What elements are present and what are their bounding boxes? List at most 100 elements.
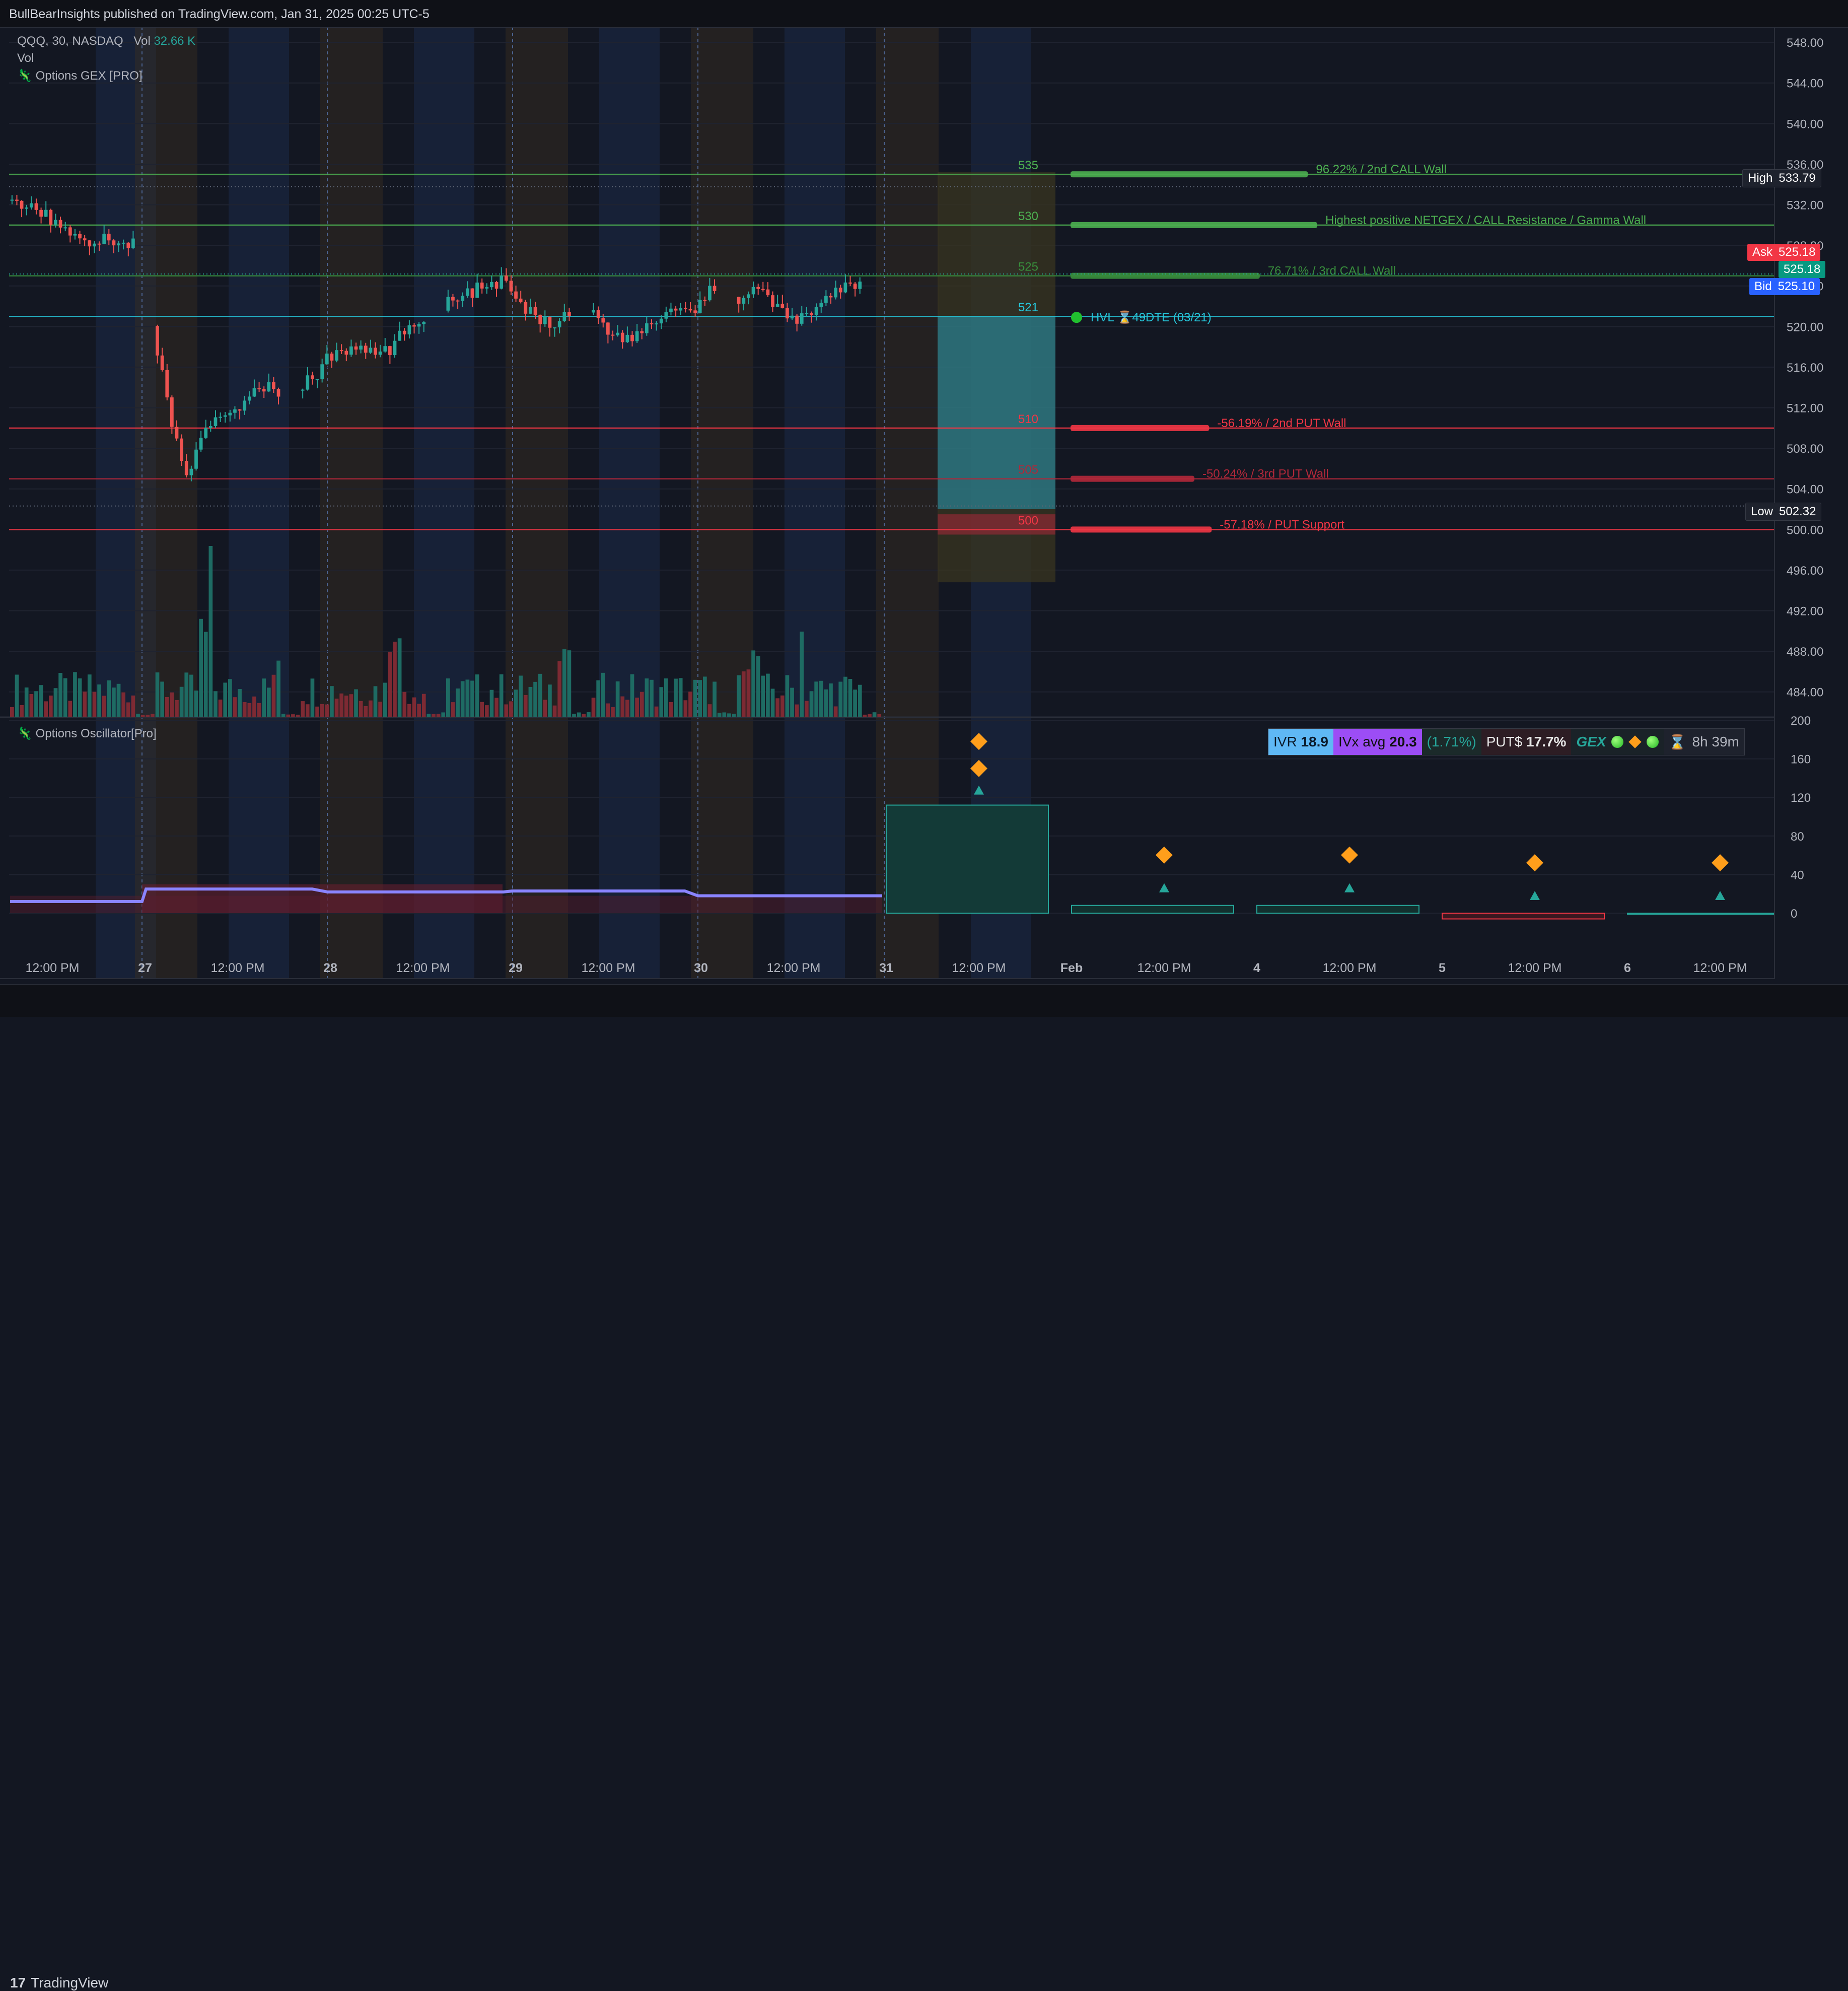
level-desc: -57.18% / PUT Support	[1220, 518, 1344, 531]
strike-label: 500	[1018, 514, 1038, 527]
volume-bar	[688, 692, 692, 717]
volume-bar	[727, 713, 731, 717]
volume-bar	[460, 681, 465, 717]
volume-bar	[785, 675, 790, 717]
volume-bar	[107, 680, 111, 717]
volume-bar	[179, 686, 184, 717]
candle-body	[388, 346, 392, 356]
volume-bar	[645, 678, 649, 717]
candle-body	[775, 303, 779, 307]
volume-bar	[214, 691, 218, 717]
candle-body	[553, 327, 556, 328]
volume-bar	[151, 714, 155, 717]
candle-body	[645, 323, 649, 333]
price-tick-label: 540.00	[1787, 117, 1823, 131]
candle-body	[625, 334, 629, 342]
session-premarket	[229, 27, 289, 979]
volume-bar	[436, 714, 441, 717]
gex-cell: GEX	[1571, 729, 1664, 755]
volume-bar	[155, 672, 160, 717]
footer-bar: 17 TradingView	[0, 984, 1848, 1990]
gex-legend[interactable]: 🦎 Options GEX [PRO]	[17, 68, 143, 83]
candle-body	[509, 281, 513, 292]
candle-body	[194, 449, 198, 469]
candle-body	[494, 282, 499, 289]
volume-bar	[58, 672, 62, 717]
volume-bar	[470, 680, 474, 717]
volume-bar	[678, 678, 683, 717]
volume-bar	[388, 652, 392, 717]
diamond-icon	[970, 760, 987, 777]
volume-bar	[296, 714, 300, 717]
candle-body	[276, 389, 280, 397]
volume-bar	[412, 697, 416, 717]
vol-line2: Vol	[17, 51, 34, 65]
volume-bar	[713, 681, 717, 717]
volume-bar	[320, 704, 324, 717]
candle-body	[325, 353, 329, 365]
gex-bar	[1071, 425, 1210, 431]
candle-body	[810, 313, 813, 315]
candle-body	[417, 324, 421, 327]
volume-bar	[674, 678, 678, 717]
chameleon-icon: 🦎	[17, 727, 32, 740]
candle-body	[659, 318, 663, 324]
time-tick-label: 29	[509, 961, 523, 975]
volume-bar	[702, 676, 707, 717]
volume-bar	[587, 712, 591, 717]
volume-bar	[639, 692, 644, 717]
diamond-icon	[970, 733, 987, 750]
vol-legend[interactable]: Vol	[17, 51, 34, 65]
candle-body	[262, 389, 266, 392]
volume-bar	[325, 704, 329, 717]
osc-band	[10, 896, 882, 913]
time-axis[interactable]: 12:00 PM 27 12:00 PM 28 12:00 PM 29 12:00 PM 30…	[0, 961, 1848, 984]
osc-legend[interactable]: 🦎 Options Oscillator[Pro]	[17, 726, 157, 741]
volume-bar	[334, 699, 339, 717]
candle-body	[843, 282, 847, 293]
candle-body	[650, 323, 654, 324]
strike-label: 525	[1018, 260, 1038, 274]
volume-bar	[339, 693, 344, 717]
volume-bar	[44, 701, 48, 717]
candle-body	[664, 312, 668, 319]
volume-bar	[417, 704, 421, 717]
candle-body	[378, 351, 382, 355]
volume-bar	[383, 682, 387, 717]
gex-bar	[1071, 171, 1308, 178]
candle-body	[446, 297, 450, 311]
session-shading	[96, 27, 1031, 979]
candle-body	[596, 310, 600, 318]
session-premarket	[96, 27, 156, 979]
time-tick-label: 31	[879, 961, 893, 975]
candle-body	[219, 417, 222, 418]
candle-body	[630, 334, 634, 341]
session-premarket	[599, 27, 660, 979]
volume-bar	[853, 690, 857, 717]
volume-bar	[538, 673, 542, 717]
symbol-legend[interactable]: QQQ, 30, NASDAQ Vol 32.66 K	[17, 34, 195, 48]
volume-bar	[247, 703, 252, 717]
gex-bar	[1071, 475, 1194, 482]
triangle-up-icon	[1715, 891, 1725, 900]
candle-body	[189, 468, 193, 475]
volume-bar	[378, 702, 382, 717]
session-premarket	[785, 27, 845, 979]
volume-bar	[766, 673, 770, 717]
candle-body	[567, 312, 571, 316]
options-metrics-table: IVR 18.9 IVx avg 20.3 (1.71%) PUT$ 17.7%…	[1268, 728, 1745, 756]
session-afterhours	[135, 27, 197, 979]
tradingview-brand[interactable]: 17 TradingView	[10, 1975, 108, 1991]
symbol-line: QQQ, 30, NASDAQ	[17, 34, 123, 48]
volume-bar	[223, 682, 228, 717]
volume-bar	[707, 704, 712, 717]
candle-body	[83, 238, 87, 241]
candle-body	[805, 313, 809, 314]
volume-bar	[48, 695, 53, 717]
level-desc: HVL ⌛49DTE (03/21)	[1091, 310, 1212, 324]
volume-bar	[262, 678, 266, 717]
candle-body	[853, 284, 857, 289]
candle-body	[58, 220, 62, 228]
candle-body	[616, 332, 619, 335]
